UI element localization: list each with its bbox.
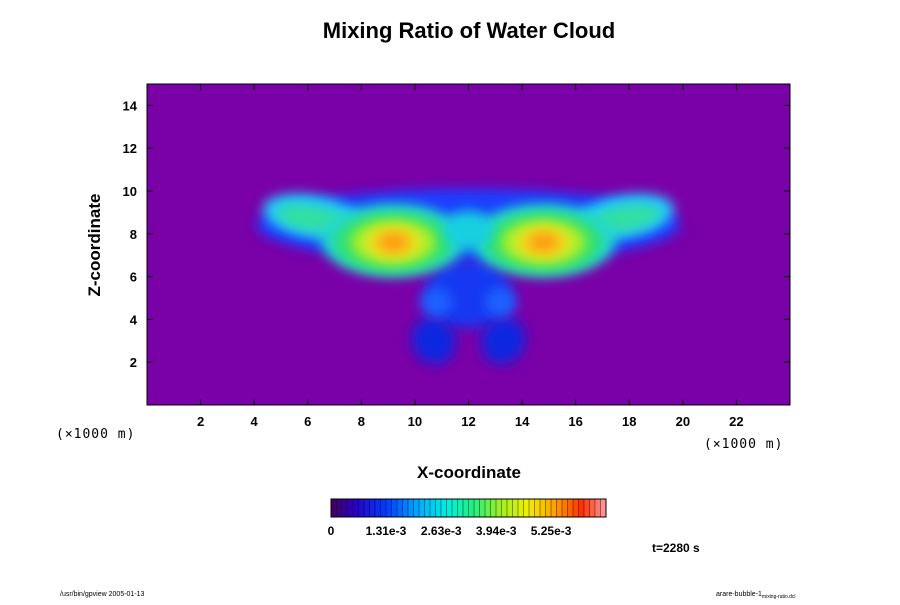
- colorbar-cell: [336, 498, 343, 518]
- cloud-tail-right: [481, 317, 526, 364]
- colorbar-cell: [413, 498, 420, 518]
- y-tick-label: 12: [123, 141, 137, 156]
- y-tick-label: 2: [130, 355, 137, 370]
- colorbar-cell: [446, 498, 453, 518]
- y-tick-label: 10: [123, 184, 137, 199]
- y-axis: 2 4 6 8 10 12 14: [123, 98, 790, 370]
- colorbar-cell: [545, 498, 552, 518]
- colorbar-tick-label: 3.94e-3: [476, 524, 517, 538]
- y-tick-label: 8: [130, 227, 137, 242]
- cloud-tail-left: [411, 317, 456, 364]
- colorbar-cell: [429, 498, 436, 518]
- colorbar-cell: [567, 498, 574, 518]
- colorbar-cell: [512, 498, 519, 518]
- x-axis: 2 4 6 8 10 12 14 16 18 20 22: [197, 84, 744, 429]
- colorbar-frame: [330, 498, 607, 518]
- y-unit-label: (×1000 m): [704, 437, 783, 452]
- colorbar-cell: [578, 498, 585, 518]
- x-unit-label: (×1000 m): [56, 427, 135, 442]
- colorbar-cell: [347, 498, 354, 518]
- chart-title: Mixing Ratio of Water Cloud: [323, 18, 616, 43]
- colorbar-cell: [473, 498, 480, 518]
- footer-right-main: arare-bubble-1: [716, 591, 762, 598]
- colorbar-cell: [583, 498, 590, 518]
- colorbar-tick-labels: 0 1.31e-3 2.63e-3 3.94e-3 5.25e-3: [328, 524, 572, 538]
- colorbar-cell: [572, 498, 579, 518]
- x-tick-label: 22: [729, 414, 743, 429]
- colorbar-cell: [369, 498, 376, 518]
- colorbar-cell: [594, 498, 601, 518]
- colorbar-cell: [352, 498, 359, 518]
- colorbar-cell: [402, 498, 409, 518]
- colorbar-cell: [501, 498, 508, 518]
- x-tick-label: 4: [251, 414, 259, 429]
- colorbar: [330, 498, 607, 518]
- colorbar-cell: [517, 498, 524, 518]
- y-tick-label: 14: [123, 98, 138, 113]
- plot-area: [147, 84, 790, 405]
- colorbar-cell: [407, 498, 414, 518]
- colorbar-cell: [380, 498, 387, 518]
- colorbar-cell: [600, 498, 607, 518]
- colorbar-cell: [550, 498, 557, 518]
- colorbar-cell: [462, 498, 469, 518]
- colorbar-cell: [484, 498, 491, 518]
- colorbar-cell: [374, 498, 381, 518]
- colorbar-cell: [534, 498, 541, 518]
- colorbar-cell: [490, 498, 497, 518]
- colorbar-cell: [468, 498, 475, 518]
- colorbar-cell: [385, 498, 392, 518]
- x-tick-label: 20: [676, 414, 690, 429]
- colorbar-cell: [363, 498, 370, 518]
- colorbar-tick-label: 2.63e-3: [421, 524, 462, 538]
- colorbar-cell: [391, 498, 398, 518]
- colorbar-cell: [418, 498, 425, 518]
- colorbar-cell: [539, 498, 546, 518]
- x-tick-label: 10: [408, 414, 422, 429]
- colorbar-cell: [396, 498, 403, 518]
- colorbar-cell: [523, 498, 530, 518]
- colorbar-cell: [479, 498, 486, 518]
- colorbar-cell: [457, 498, 464, 518]
- x-tick-label: 12: [461, 414, 475, 429]
- colorbar-cell: [589, 498, 596, 518]
- colorbar-tick-label: 5.25e-3: [531, 524, 572, 538]
- colorbar-cell: [561, 498, 568, 518]
- colorbar-cell: [495, 498, 502, 518]
- colorbar-cell: [330, 498, 337, 518]
- y-tick-label: 6: [130, 270, 137, 285]
- cloud-field: [256, 188, 681, 364]
- colorbar-tick-label: 0: [328, 524, 335, 538]
- y-tick-label: 4: [130, 312, 138, 327]
- colorbar-cell: [440, 498, 447, 518]
- core-bridge: [444, 210, 493, 249]
- x-tick-label: 16: [568, 414, 582, 429]
- colorbar-cell: [424, 498, 431, 518]
- colorbar-cell: [528, 498, 535, 518]
- footer-left: /usr/bin/gpview 2005-01-13: [60, 591, 145, 598]
- x-tick-label: 14: [515, 414, 530, 429]
- colorbar-cell: [556, 498, 563, 518]
- y-axis-label: Z-coordinate: [85, 194, 104, 297]
- core-ring-orange: [377, 232, 410, 252]
- core-ring-orange: [527, 232, 560, 252]
- time-label: t=2280 s: [652, 541, 700, 555]
- footer-right-sub: mixing-ratio.dcl: [762, 594, 796, 600]
- colorbar-cell: [451, 498, 458, 518]
- x-tick-label: 8: [358, 414, 365, 429]
- x-tick-label: 6: [304, 414, 311, 429]
- colorbar-cell: [435, 498, 442, 518]
- colorbar-tick-label: 1.31e-3: [366, 524, 407, 538]
- colorbar-cell: [358, 498, 365, 518]
- x-tick-label: 18: [622, 414, 636, 429]
- cloud-tail-right-upper: [484, 287, 517, 318]
- x-tick-label: 2: [197, 414, 204, 429]
- x-axis-label: X-coordinate: [417, 463, 521, 482]
- colorbar-cell: [506, 498, 513, 518]
- cloud-tail-left-upper: [420, 287, 453, 318]
- colorbar-cell: [341, 498, 348, 518]
- footer-right: arare-bubble-1mixing-ratio.dcl: [716, 591, 796, 600]
